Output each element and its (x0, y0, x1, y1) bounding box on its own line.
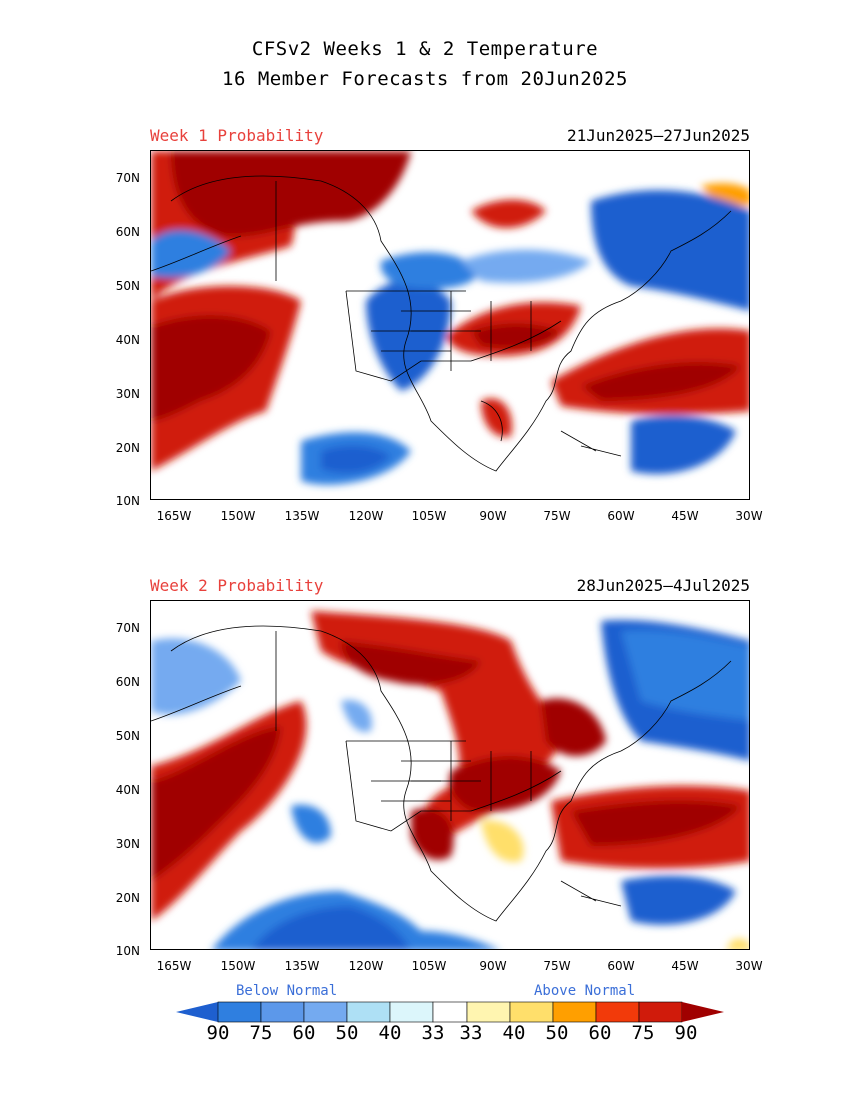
week1-lat-40: 40N (115, 333, 140, 347)
week2-map (150, 600, 750, 950)
week2-lon-165w: 165W (156, 959, 192, 973)
legend-swatch-above-60 (595, 1001, 640, 1023)
legend-swatch-below-33 (389, 1001, 434, 1023)
week2-lat-60: 60N (115, 675, 140, 689)
week1-lon-30w: 30W (735, 509, 763, 523)
legend-num-5: 33 (421, 1022, 445, 1044)
week2-lon-45w: 45W (671, 959, 699, 973)
week1-lon-150w: 150W (220, 509, 256, 523)
week1-lon-105w: 105W (411, 509, 447, 523)
legend-num-6: 33 (459, 1022, 483, 1044)
week2-lat-30: 30N (115, 837, 140, 851)
legend-num-4: 40 (378, 1022, 402, 1044)
week2-lon-135w: 135W (284, 959, 320, 973)
week2-dates: 28Jun2025—4Jul2025 (576, 576, 750, 595)
legend-swatch-below-60 (260, 1001, 305, 1023)
legend-swatch-above-33 (466, 1001, 511, 1023)
title-line-2: 16 Member Forecasts from 20Jun2025 (222, 68, 628, 90)
week1-label: Week 1 Probability (150, 126, 324, 145)
week1-lon-75w: 75W (543, 509, 571, 523)
legend-num-10: 75 (631, 1022, 655, 1044)
week2-lon-75w: 75W (543, 959, 571, 973)
week2-lat-20: 20N (115, 891, 140, 905)
week1-lon-120w: 120W (348, 509, 384, 523)
legend-num-3: 50 (335, 1022, 359, 1044)
legend-swatch-above-40 (509, 1001, 554, 1023)
legend-num-9: 60 (588, 1022, 612, 1044)
week2-lat-40: 40N (115, 783, 140, 797)
legend-swatch-below-40 (346, 1001, 391, 1023)
week1-lat-10: 10N (115, 494, 140, 508)
legend-above-label: Above Normal (534, 983, 636, 999)
legend-num-8: 50 (545, 1022, 569, 1044)
week1-lat-70: 70N (115, 171, 140, 185)
legend-swatch-below-75 (217, 1001, 262, 1023)
legend-colorbar (176, 1001, 724, 1023)
title-line-1: CFSv2 Weeks 1 & 2 Temperature (251, 38, 599, 60)
week2-label: Week 2 Probability (150, 576, 324, 595)
legend-num-0: 90 (206, 1022, 230, 1044)
week1-lat-50: 50N (115, 279, 140, 293)
week2-lon-90w: 90W (479, 959, 507, 973)
legend-swatch-above-50 (552, 1001, 597, 1023)
week1-probability-field (151, 151, 749, 485)
week2-lon-120w: 120W (348, 959, 384, 973)
legend-swatch-neutral (432, 1001, 468, 1023)
week2-lat-50: 50N (115, 729, 140, 743)
legend-num-2: 60 (292, 1022, 316, 1044)
week2-lon-60w: 60W (607, 959, 635, 973)
legend-swatch-above-90 (682, 1002, 724, 1022)
week2-lon-30w: 30W (735, 959, 763, 973)
week2-lat-10: 10N (115, 944, 140, 958)
week2-probability-field (151, 611, 749, 949)
legend-below-label: Below Normal (236, 983, 338, 999)
legend-num-1: 75 (249, 1022, 273, 1044)
week1-lon-135w: 135W (284, 509, 320, 523)
week2-lat-70: 70N (115, 621, 140, 635)
week1-lat-60: 60N (115, 225, 140, 239)
week2-lon-150w: 150W (220, 959, 256, 973)
legend-swatch-above-75 (638, 1001, 683, 1023)
week1-dates: 21Jun2025—27Jun2025 (566, 126, 750, 145)
week1-lon-165w: 165W (156, 509, 192, 523)
week1-lat-20: 20N (115, 441, 140, 455)
week1-lon-60w: 60W (607, 509, 635, 523)
legend-num-11: 90 (674, 1022, 698, 1044)
week2-lon-105w: 105W (411, 959, 447, 973)
week1-lon-45w: 45W (671, 509, 699, 523)
week1-map (150, 150, 750, 500)
legend-num-7: 40 (502, 1022, 526, 1044)
legend-swatch-below-50 (303, 1001, 348, 1023)
legend-swatch-below-90 (176, 1002, 218, 1022)
week1-lon-90w: 90W (479, 509, 507, 523)
week1-lat-30: 30N (115, 387, 140, 401)
